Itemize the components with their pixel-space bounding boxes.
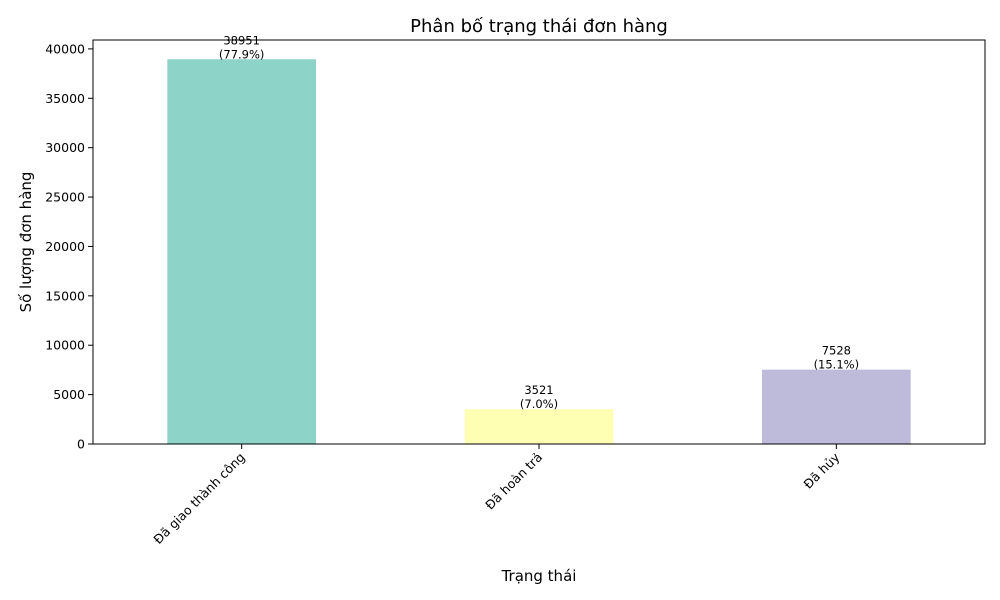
y-axis: 0 5000 10000 15000 20000 25000 30000 35000 40000	[45, 41, 93, 452]
y-axis-label: Số lượng đơn hàng	[17, 172, 35, 313]
data-labels-layer: 38951(77.9%)3521(7.0%)7528(15.1%)	[219, 33, 859, 411]
data-label-percent: (77.9%)	[219, 47, 265, 61]
y-tick-label: 0	[77, 437, 85, 452]
y-tick-label: 35000	[45, 91, 85, 106]
chart-title: Phân bố trạng thái đơn hàng	[410, 16, 668, 37]
x-axis-label: Trạng thái	[501, 567, 577, 585]
y-tick-label: 20000	[45, 239, 85, 254]
plot-frame	[92, 39, 986, 445]
data-label-percent: (7.0%)	[520, 397, 558, 411]
y-tick-label: 15000	[45, 288, 85, 303]
bar-2	[464, 409, 614, 444]
y-tick-label: 25000	[45, 190, 85, 205]
data-label-value: 3521	[524, 383, 553, 397]
bar-3	[762, 369, 911, 444]
data-label-value: 7528	[822, 344, 851, 358]
y-tick-label: 40000	[45, 41, 85, 56]
bars-layer	[167, 59, 911, 444]
y-tick-label: 5000	[53, 387, 85, 402]
y-tick-label: 30000	[45, 140, 85, 155]
bar-1	[167, 59, 316, 444]
data-label-percent: (15.1%)	[814, 358, 860, 372]
y-tick-label: 10000	[45, 338, 85, 353]
